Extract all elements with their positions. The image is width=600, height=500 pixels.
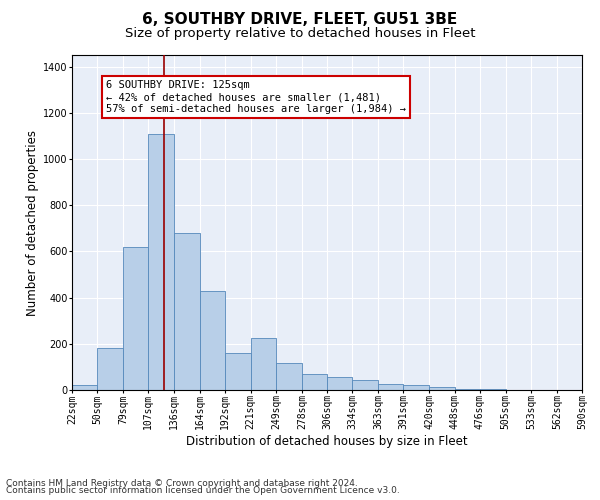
Text: Contains HM Land Registry data © Crown copyright and database right 2024.: Contains HM Land Registry data © Crown c… bbox=[6, 478, 358, 488]
Bar bbox=[276, 364, 302, 390]
Bar bbox=[123, 247, 148, 390]
Bar bbox=[97, 348, 123, 390]
Bar bbox=[251, 338, 276, 390]
Bar bbox=[148, 134, 175, 390]
Bar bbox=[403, 386, 430, 390]
Bar bbox=[479, 389, 506, 390]
X-axis label: Distribution of detached houses by size in Fleet: Distribution of detached houses by size … bbox=[186, 435, 468, 448]
Text: Size of property relative to detached houses in Fleet: Size of property relative to detached ho… bbox=[125, 28, 475, 40]
Text: 6 SOUTHBY DRIVE: 125sqm
← 42% of detached houses are smaller (1,481)
57% of semi: 6 SOUTHBY DRIVE: 125sqm ← 42% of detache… bbox=[106, 80, 406, 114]
Bar bbox=[199, 290, 224, 390]
Bar bbox=[72, 386, 97, 390]
Bar bbox=[175, 233, 199, 390]
Y-axis label: Number of detached properties: Number of detached properties bbox=[26, 130, 39, 316]
Bar bbox=[378, 384, 403, 390]
Text: 6, SOUTHBY DRIVE, FLEET, GU51 3BE: 6, SOUTHBY DRIVE, FLEET, GU51 3BE bbox=[142, 12, 458, 28]
Bar bbox=[302, 374, 327, 390]
Bar bbox=[224, 353, 251, 390]
Text: Contains public sector information licensed under the Open Government Licence v3: Contains public sector information licen… bbox=[6, 486, 400, 495]
Bar bbox=[352, 380, 378, 390]
Bar bbox=[430, 386, 455, 390]
Bar bbox=[327, 378, 352, 390]
Bar bbox=[455, 389, 479, 390]
